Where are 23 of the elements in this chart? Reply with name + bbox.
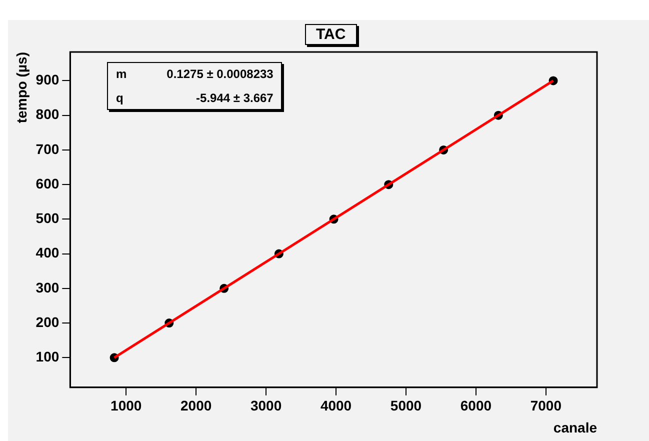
- x-tick-label: 2000: [180, 398, 212, 414]
- x-tick-label: 4000: [320, 398, 352, 414]
- x-tick-label: 6000: [460, 398, 492, 414]
- y-tick-label: 600: [36, 175, 60, 192]
- y-tick-label: 700: [36, 140, 60, 157]
- annotation: 0.1275 ± 0.0008233: [166, 67, 274, 81]
- x-tick-label: 3000: [250, 398, 282, 414]
- y-tick-label: 900: [36, 72, 60, 88]
- y-tick-label: 400: [36, 244, 60, 261]
- x-tick-label: 1000: [110, 398, 142, 414]
- y-tick-label: 300: [36, 279, 60, 296]
- annotation: q: [116, 91, 124, 105]
- y-tick-label: 800: [36, 106, 60, 122]
- x-tick-label: 7000: [530, 398, 562, 414]
- y-tick-label: 200: [36, 314, 60, 330]
- x-tick-label: 5000: [390, 398, 422, 414]
- y-tick-label: 500: [36, 210, 60, 226]
- annotation: m: [116, 67, 127, 81]
- chart-title: TAC: [305, 24, 357, 45]
- y-tick-label: 100: [36, 348, 60, 364]
- annotation: -5.944 ± 3.667: [195, 91, 274, 105]
- y-axis-title: tempo (µs): [13, 52, 30, 124]
- x-axis-title: canale: [553, 419, 598, 436]
